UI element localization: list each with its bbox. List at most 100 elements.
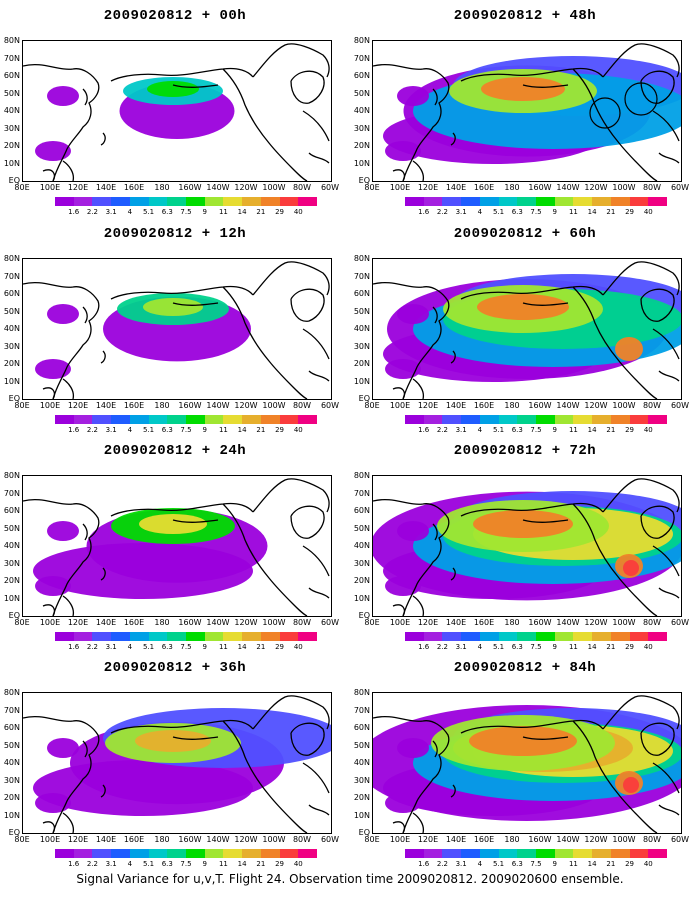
colorbar-swatch bbox=[298, 632, 318, 641]
colorbar-swatch bbox=[111, 849, 130, 858]
colorbar-swatch bbox=[242, 415, 261, 424]
variance-contour bbox=[477, 294, 569, 320]
colorbar-label: 3.1 bbox=[455, 426, 467, 434]
variance-map bbox=[372, 475, 682, 617]
x-tick-label: 120E bbox=[417, 183, 439, 192]
colorbar-label: 14 bbox=[587, 643, 597, 651]
x-tick-label: 160E bbox=[123, 835, 145, 844]
coastline bbox=[100, 350, 106, 364]
colorbar-swatch bbox=[610, 632, 630, 641]
x-tick-label: 120W bbox=[234, 401, 258, 410]
colorbar-swatch bbox=[204, 632, 224, 641]
colorbar-label: 5.1 bbox=[492, 643, 505, 651]
x-axis-labels: 80E 100E 120E 140E 160E 180 160W 140W 120W 100W 80… bbox=[364, 618, 689, 628]
x-tick-label: 120W bbox=[234, 835, 258, 844]
x-axis-labels: 80E 100E 120E 140E 160E 180 160W 140W 120W 100W 80… bbox=[14, 183, 339, 193]
x-tick-label: 180 bbox=[504, 183, 520, 192]
coastline bbox=[82, 740, 88, 758]
colorbar-label: 5.1 bbox=[142, 860, 155, 868]
coastline bbox=[432, 740, 438, 758]
colorbar-swatch bbox=[442, 632, 462, 641]
variance-contour bbox=[139, 514, 207, 534]
colorbar-swatch bbox=[186, 849, 205, 858]
colorbar-swatch bbox=[592, 632, 611, 641]
colorbar-label: 1.6 bbox=[418, 208, 430, 216]
colorbar-label: 6.3 bbox=[161, 643, 173, 651]
coastline bbox=[42, 387, 56, 399]
coastline bbox=[172, 736, 219, 740]
variance-contour bbox=[35, 141, 71, 161]
variance-contour bbox=[135, 730, 211, 752]
y-tick-label: 40N bbox=[353, 541, 370, 550]
colorbar-swatch bbox=[573, 632, 593, 641]
coastline bbox=[658, 587, 680, 599]
x-tick-label: 160W bbox=[178, 618, 202, 627]
y-tick-label: 30N bbox=[353, 123, 370, 133]
coastline bbox=[252, 695, 330, 730]
colorbar-labels: 1.6 2.2 3.1 4 5.1 6.3 7.5 9 11 14 21 29 40 bbox=[405, 643, 667, 652]
coastline bbox=[82, 523, 88, 541]
panel-title: 2009020812 + 60h bbox=[453, 226, 597, 242]
coastline bbox=[572, 68, 658, 181]
coastline bbox=[602, 43, 680, 78]
colorbar-swatch bbox=[629, 415, 649, 424]
y-axis-labels: 80N 70N 60N 50N 40N 30N 20N 10N EQ bbox=[0, 688, 20, 837]
coastline bbox=[432, 88, 438, 106]
panel-title: 2009020812 + 36h bbox=[103, 660, 247, 676]
colorbar bbox=[55, 197, 318, 206]
colorbar-label: 2.2 bbox=[86, 643, 98, 651]
colorbar-swatch bbox=[55, 849, 74, 858]
colorbar-label: 21 bbox=[606, 208, 616, 216]
y-tick-label: 30N bbox=[3, 341, 20, 351]
variance-contour bbox=[473, 510, 573, 538]
x-tick-label: 160W bbox=[528, 618, 552, 627]
colorbar-swatch bbox=[260, 415, 280, 424]
x-axis-labels: 80E 100E 120E 140E 160E 180 160W 140W 120W 100W 80… bbox=[14, 401, 339, 411]
y-tick-label: 80N bbox=[3, 688, 20, 697]
panel-title: 2009020812 + 84h bbox=[453, 660, 597, 676]
colorbar-swatch bbox=[92, 632, 112, 641]
colorbar-label: 2.2 bbox=[436, 208, 448, 216]
colorbar-swatch bbox=[423, 197, 443, 206]
colorbar-swatch bbox=[648, 415, 668, 424]
colorbar-label: 3.1 bbox=[105, 643, 117, 651]
variance-map bbox=[22, 40, 332, 182]
y-tick-label: EQ bbox=[358, 611, 370, 620]
coastline bbox=[522, 519, 569, 523]
map-svg bbox=[23, 476, 331, 616]
colorbar-label: 7.5 bbox=[530, 208, 542, 216]
y-tick-label: 80N bbox=[353, 688, 370, 697]
colorbar-label: 14 bbox=[237, 860, 247, 868]
x-tick-label: 100W bbox=[262, 835, 286, 844]
colorbar-label: 7.5 bbox=[530, 860, 542, 868]
coastline bbox=[450, 567, 456, 581]
x-tick-label: 140E bbox=[95, 183, 117, 192]
y-tick-label: 20N bbox=[3, 359, 20, 368]
map-svg bbox=[373, 259, 681, 399]
colorbar-swatch bbox=[260, 197, 280, 206]
y-tick-label: 20N bbox=[353, 793, 370, 802]
colorbar-label: 5.1 bbox=[142, 426, 155, 434]
panel-title: 2009020812 + 12h bbox=[103, 226, 247, 242]
colorbar-label: 2.2 bbox=[86, 860, 98, 868]
y-tick-label: 80N bbox=[353, 471, 370, 480]
x-tick-label: 140E bbox=[445, 835, 467, 844]
x-tick-label: 160W bbox=[178, 401, 202, 410]
colorbar-label: 4 bbox=[477, 208, 483, 216]
colorbar-label: 14 bbox=[587, 426, 597, 434]
coastline bbox=[652, 762, 680, 794]
colorbar-label: 2.2 bbox=[86, 208, 98, 216]
x-tick-label: 100W bbox=[262, 618, 286, 627]
colorbar-swatch bbox=[573, 197, 593, 206]
colorbar-label: 11 bbox=[568, 643, 578, 651]
colorbar-swatch bbox=[554, 197, 574, 206]
x-tick-label: 80W bbox=[642, 618, 662, 627]
coastline bbox=[373, 281, 450, 399]
colorbar-label: 21 bbox=[256, 643, 266, 651]
x-axis-labels: 80E 100E 120E 140E 160E 180 160W 140W 120W 100W 80… bbox=[14, 835, 339, 845]
y-tick-label: 70N bbox=[353, 271, 370, 281]
colorbar-swatch bbox=[536, 632, 555, 641]
x-tick-label: 100E bbox=[39, 183, 61, 192]
y-tick-label: 50N bbox=[353, 306, 370, 316]
coastline bbox=[572, 720, 658, 833]
